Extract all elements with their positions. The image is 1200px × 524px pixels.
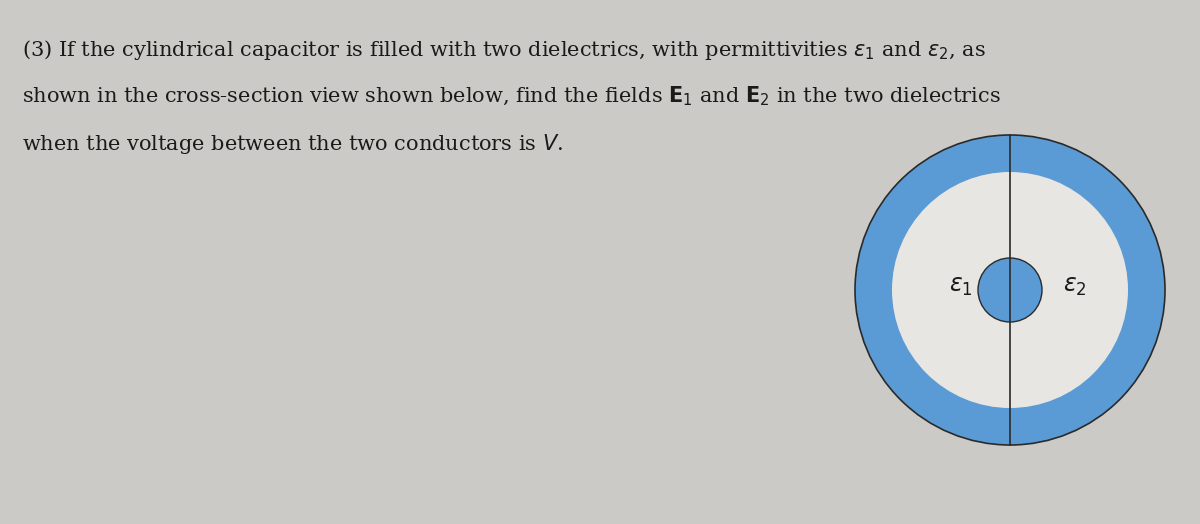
Text: $\varepsilon_2$: $\varepsilon_2$ (1063, 275, 1087, 298)
Text: when the voltage between the two conductors is $V$.: when the voltage between the two conduct… (22, 132, 563, 156)
Text: shown in the cross-section view shown below, find the fields $\mathbf{E}_1$ and : shown in the cross-section view shown be… (22, 85, 1001, 108)
Text: $\varepsilon_1$: $\varepsilon_1$ (949, 275, 972, 298)
Circle shape (978, 258, 1042, 322)
Text: (3) If the cylindrical capacitor is filled with two dielectrics, with permittivi: (3) If the cylindrical capacitor is fill… (22, 38, 986, 62)
Circle shape (892, 172, 1128, 408)
Circle shape (854, 135, 1165, 445)
